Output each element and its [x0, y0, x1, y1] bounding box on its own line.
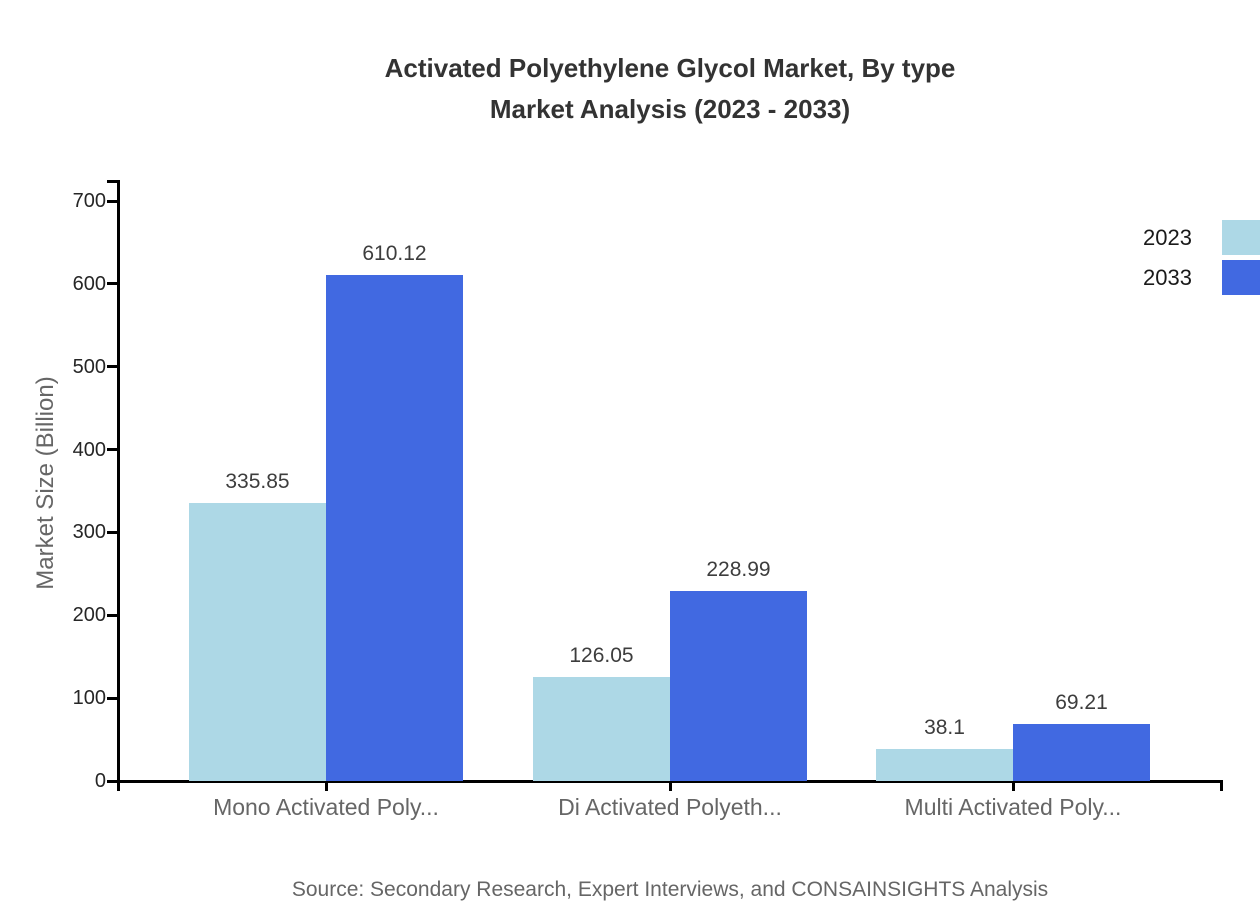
- y-axis-tick-label: 0: [94, 770, 106, 792]
- bar-value-label: 69.21: [1055, 690, 1108, 714]
- bar-value-label: 38.1: [924, 716, 965, 740]
- legend-label-2023: 2023: [1143, 225, 1192, 250]
- legend-item-2023: 2023: [0, 220, 1260, 256]
- x-axis-category-label: Multi Activated Poly...: [904, 794, 1122, 820]
- bar-value-label: 126.05: [569, 643, 634, 667]
- y-axis-tick: [107, 448, 117, 452]
- chart-title-line-1: Activated Polyethylene Glycol Market, By…: [384, 53, 956, 83]
- y-axis-tick-label: 100: [72, 687, 106, 710]
- x-axis-category-label: Mono Activated Poly...: [213, 794, 439, 820]
- y-axis-title: Market Size (Billion): [32, 376, 59, 590]
- bar-2033-group3: [1013, 723, 1150, 781]
- y-axis-outer-tick: [107, 180, 117, 183]
- chart-title-line-2: Market Analysis (2023 - 2033): [489, 94, 851, 124]
- x-axis-category-label: Di Activated Polyeth...: [558, 794, 782, 820]
- y-axis-tick-label: 600: [72, 272, 106, 295]
- y-axis-tick: [107, 282, 117, 286]
- y-axis-tick-label: 700: [72, 190, 106, 212]
- y-axis-tick-label: 400: [72, 438, 106, 461]
- bar-2023-group1: [189, 502, 326, 781]
- legend-swatch-2023: [1222, 220, 1260, 255]
- y-axis-tick-label: 300: [72, 521, 106, 544]
- bar-2023-group3: [876, 749, 1013, 781]
- x-axis-tick: [1011, 781, 1015, 791]
- x-axis-outer-tick-right: [1219, 781, 1223, 791]
- legend-swatch-2033: [1222, 260, 1260, 295]
- bar-value-label: 610.12: [362, 242, 427, 266]
- y-axis-tick: [107, 365, 117, 369]
- y-axis-tick: [107, 530, 117, 534]
- bar-2033-group1: [326, 275, 463, 781]
- bar-2023-group2: [533, 676, 670, 781]
- y-axis-tick-label: 500: [72, 355, 106, 378]
- x-axis-tick: [324, 781, 328, 791]
- y-axis-tick: [107, 696, 117, 700]
- y-axis-tick: [107, 199, 117, 203]
- chart-title: Activated Polyethylene Glycol Market, By…: [80, 48, 1260, 130]
- y-axis-tick: [107, 613, 117, 617]
- y-axis-tick-label: 200: [72, 604, 106, 627]
- bar-value-label: 228.99: [706, 558, 771, 582]
- y-axis-tick: [107, 779, 117, 783]
- x-axis-tick: [668, 781, 672, 791]
- legend-label-2033: 2033: [1143, 265, 1192, 290]
- y-axis-spine: [117, 180, 120, 784]
- x-axis-outer-tick-left: [117, 781, 120, 791]
- bar-2033-group2: [670, 591, 807, 781]
- legend-item-2033: 2033: [0, 260, 1260, 296]
- bar-value-label: 335.85: [225, 469, 290, 493]
- source-attribution: Source: Secondary Research, Expert Inter…: [291, 878, 1049, 901]
